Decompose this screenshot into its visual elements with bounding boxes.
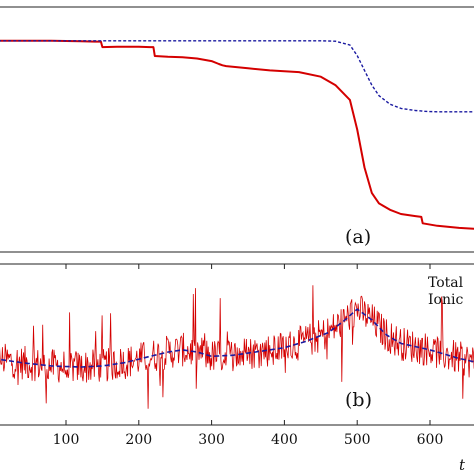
panel-a-series-red bbox=[0, 39, 474, 230]
legend-ionic: Ionic bbox=[428, 292, 463, 308]
panel-b-series-group bbox=[0, 285, 474, 409]
x-tick-label-200: 200 bbox=[125, 432, 152, 448]
x-tick-label-300: 300 bbox=[198, 432, 225, 448]
panel-b-ticks-group bbox=[65, 264, 431, 425]
panel-a-frame bbox=[0, 6, 474, 253]
x-tick-label-400: 400 bbox=[271, 432, 298, 448]
panel-a-series-blue-dashed bbox=[0, 40, 474, 113]
x-tick-label-600: 600 bbox=[417, 432, 444, 448]
panel-b-label: (b) bbox=[345, 389, 372, 411]
x-axis-label: t bbox=[459, 456, 466, 474]
x-tick-label-100: 100 bbox=[53, 432, 80, 448]
panel-b: (b) Total Ionic 100 200 300 400 500 600 t bbox=[0, 263, 474, 474]
panel-b-frame bbox=[0, 263, 474, 426]
panel-b-series-ionic bbox=[0, 308, 474, 368]
panel-a-label: (a) bbox=[345, 226, 371, 248]
panel-b-tick-labels: 100 200 300 400 500 600 bbox=[53, 432, 444, 448]
legend-total: Total bbox=[428, 275, 464, 291]
x-tick-label-500: 500 bbox=[344, 432, 371, 448]
panel-b-series-total bbox=[0, 285, 474, 409]
panel-a-series-group bbox=[0, 39, 474, 230]
panel-a: (a) bbox=[0, 6, 474, 253]
